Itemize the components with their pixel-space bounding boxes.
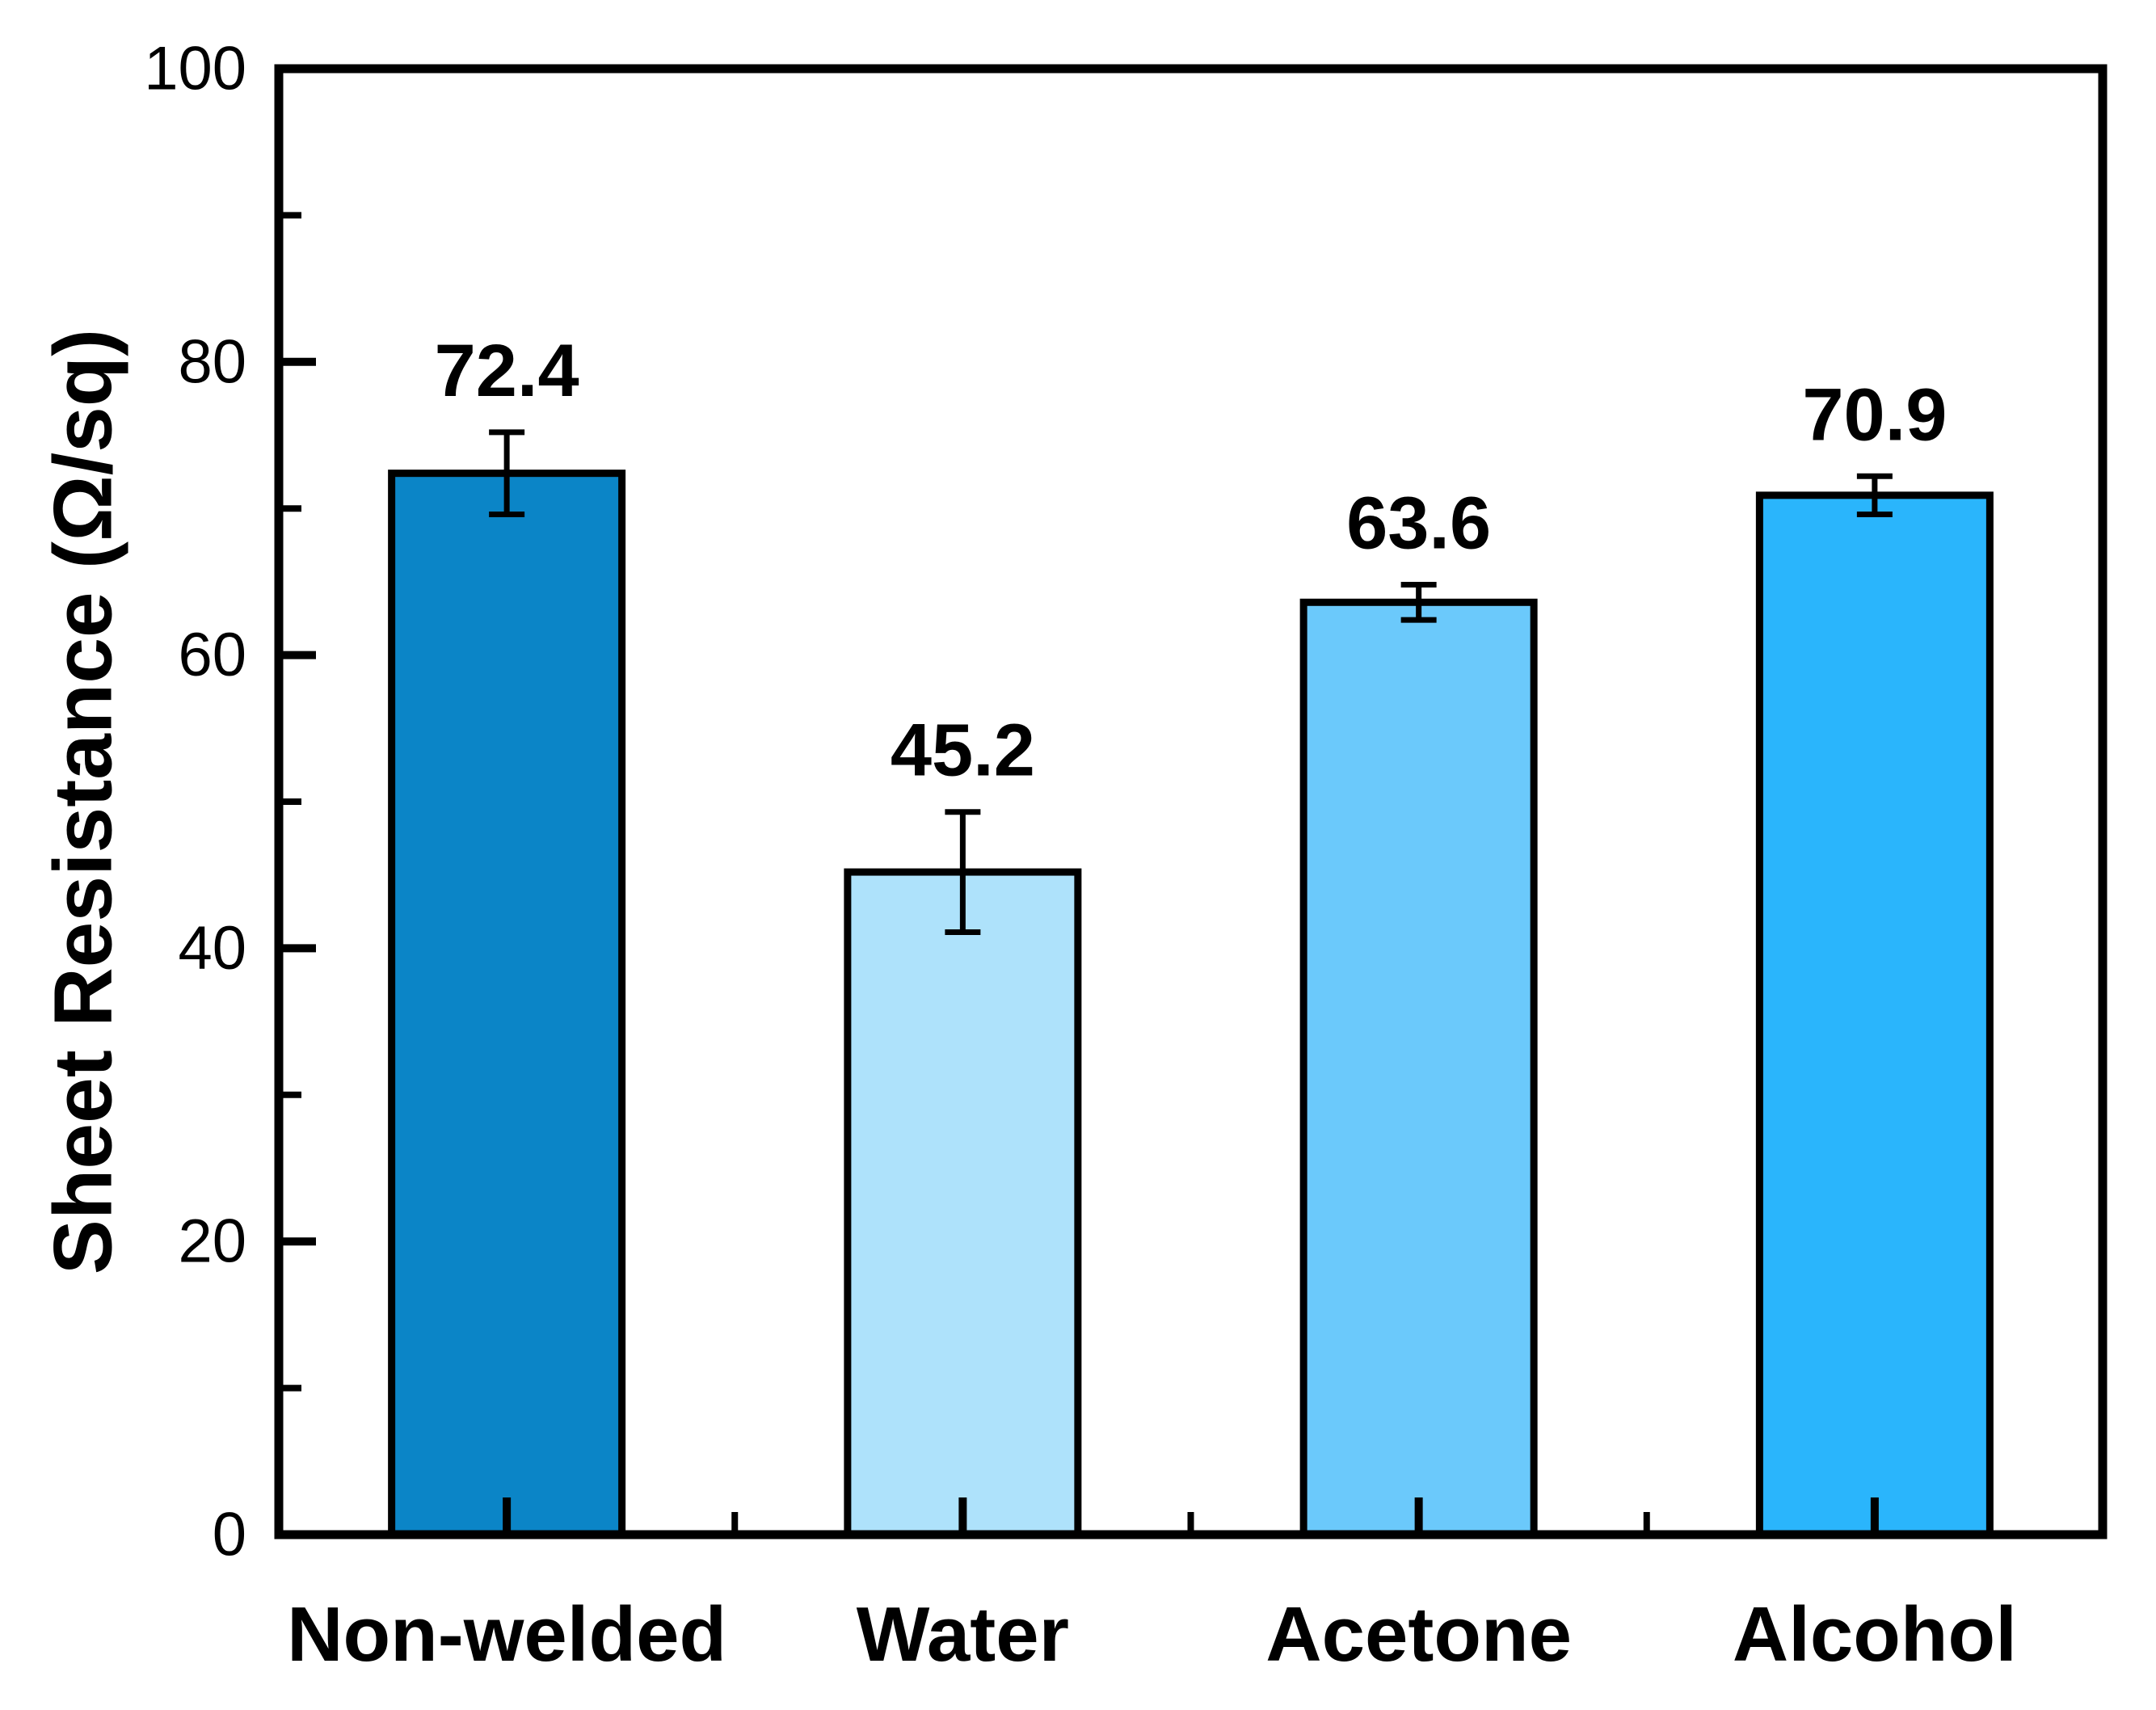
y-axis-title: Sheet Resistance (Ω/sq) [36,328,129,1275]
bar-value-label-alcohol: 70.9 [1802,373,1947,456]
y-tick-label: 0 [213,1501,246,1569]
x-category-label-acetone: Acetone [1265,1591,1572,1678]
y-tick-label: 100 [144,35,246,103]
plot-frame [274,64,2108,1539]
x-category-label-alcohol: Alcohol [1733,1591,2017,1678]
bar-value-label-water: 45.2 [891,710,1035,792]
bar-acetone [1299,598,1538,1539]
y-tick-label: 20 [178,1207,246,1276]
y-tick-label: 80 [178,327,246,396]
bar-value-label-acetone: 63.6 [1346,482,1491,565]
y-tick-label: 60 [178,621,246,689]
x-category-label-non-welded: Non-welded [287,1591,726,1678]
bar-water [844,868,1082,1539]
bar-non-welded [388,470,626,1539]
bar-value-label-non-welded: 72.4 [435,330,579,412]
y-tick-label: 40 [178,914,246,983]
x-category-label-water: Water [857,1591,1069,1678]
bar-alcohol [1755,491,1994,1539]
